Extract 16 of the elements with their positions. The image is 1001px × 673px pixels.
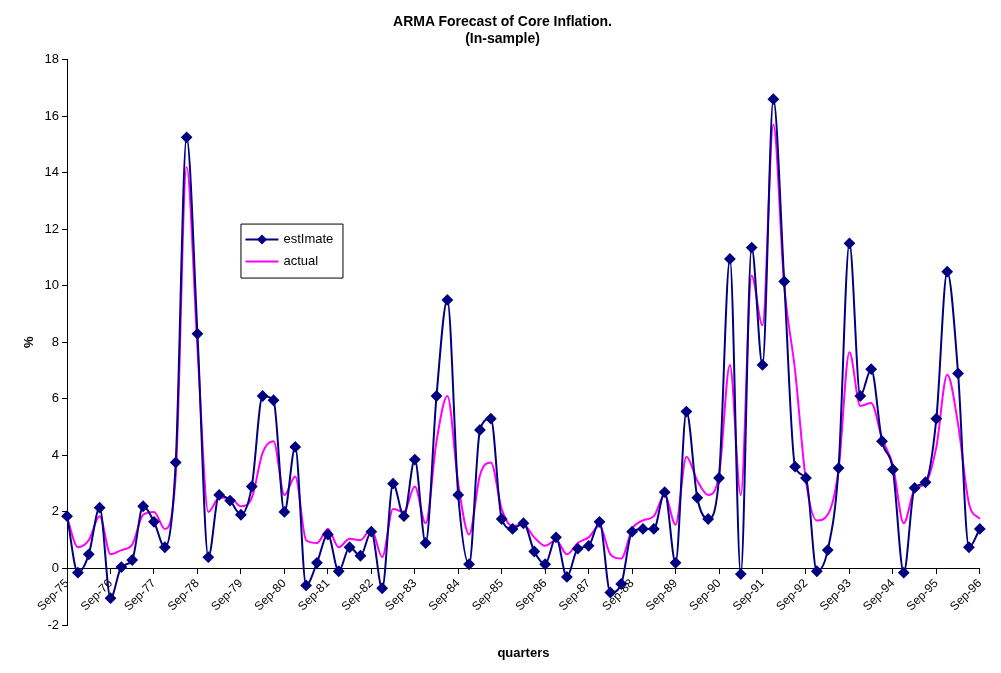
y-tick-label: 8 bbox=[51, 333, 60, 349]
y-tick-label: 6 bbox=[51, 390, 60, 406]
y-tick-label: 0 bbox=[51, 560, 60, 576]
y-tick-label: 12 bbox=[44, 220, 60, 236]
y-tick-label: 16 bbox=[44, 107, 60, 123]
y-tick-label: 10 bbox=[44, 277, 60, 293]
legend-label: actual bbox=[283, 253, 319, 269]
y-tick-label: 4 bbox=[51, 446, 60, 462]
y-tick-label: 14 bbox=[44, 164, 60, 180]
legend-label: estImate bbox=[283, 231, 334, 247]
chart-title: ARMA Forecast of Core Inflation. (In-sample) bbox=[393, 13, 612, 47]
y-axis-title: % bbox=[21, 336, 37, 349]
y-tick-label: -2 bbox=[47, 616, 60, 632]
x-axis-title: quarters bbox=[497, 644, 550, 660]
y-tick-label: 2 bbox=[51, 503, 60, 519]
y-tick-label: 18 bbox=[44, 51, 60, 67]
